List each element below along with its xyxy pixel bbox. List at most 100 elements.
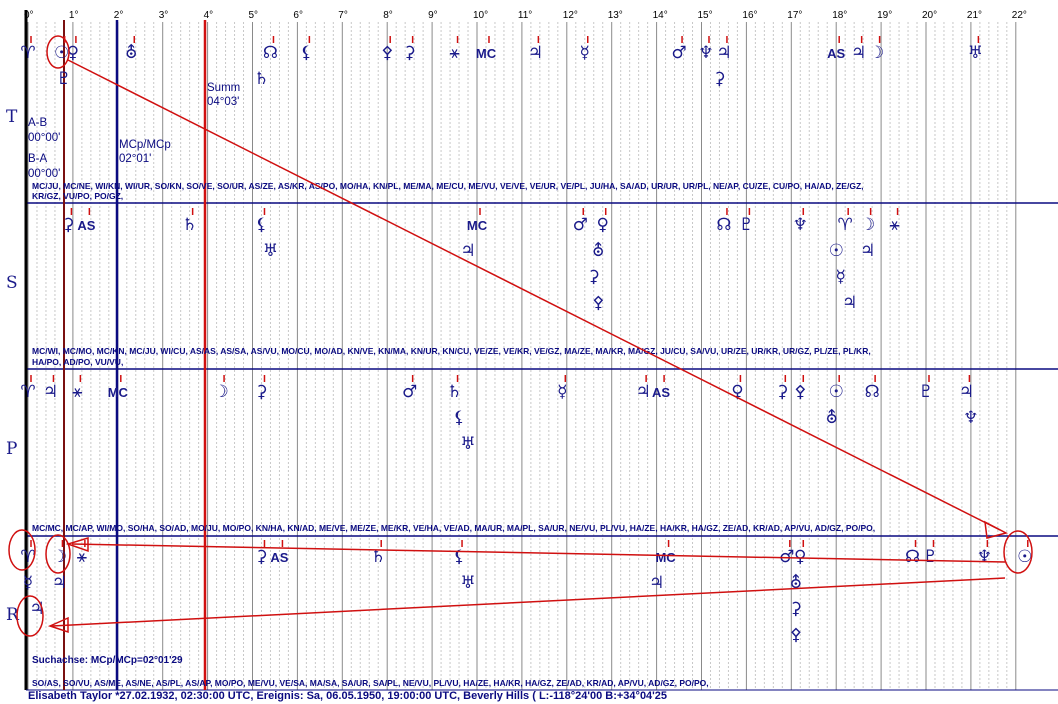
row-label-s: S	[6, 273, 18, 293]
planet-glyph: ⚳	[713, 69, 725, 89]
degree-tick-label: 2°	[114, 10, 124, 21]
ba-label: B-A	[28, 153, 48, 165]
summ-label: Summ	[207, 82, 240, 94]
planet-glyph: ⚳	[776, 382, 788, 402]
planet-glyph: ☽	[860, 215, 875, 235]
row-label-p: P	[6, 439, 17, 459]
degree-tick-label: 6°	[293, 10, 303, 21]
planet-glyph: ♄	[182, 215, 197, 235]
planet-glyph: ♅	[460, 434, 475, 454]
degree-tick-label: 11°	[518, 10, 532, 21]
planet-glyph: ♀	[731, 382, 743, 402]
planet-glyph: ♀	[596, 215, 608, 235]
arrow-head-jupiter	[47, 616, 69, 634]
planet-glyph: MC	[476, 46, 497, 61]
planet-glyph: ♆	[698, 43, 713, 63]
circle-sun-r	[1003, 530, 1033, 574]
aspects-s-line2: HA/PO, AD/PO, VU/VU,	[32, 357, 123, 367]
planet-glyph: ⚸	[300, 43, 312, 63]
planet-glyph: ♃	[860, 241, 875, 261]
planet-glyph: AS	[77, 218, 95, 233]
planet-glyph: ⛢	[125, 43, 137, 63]
planet-glyph: ♇	[918, 382, 933, 402]
planet-glyph: ♇	[56, 69, 71, 89]
arrow-line-jupiter	[51, 577, 1006, 627]
planet-glyph: ⚸	[453, 408, 465, 428]
planet-glyph: ♈	[20, 547, 35, 567]
planet-glyph: ♆	[977, 547, 992, 567]
planet-glyph: ☿	[835, 267, 845, 287]
circle-aries-r	[8, 529, 36, 571]
degree-tick-label: 20°	[922, 10, 937, 21]
planet-glyph: ♀	[794, 547, 806, 567]
planet-glyph: ☉	[829, 241, 844, 261]
degree-tick-label: 14°	[653, 10, 668, 21]
planet-glyph: ♂	[573, 215, 588, 235]
planet-glyph: ♃	[959, 382, 974, 402]
degree-tick-label: 3°	[159, 10, 169, 21]
aspects-t-line2: KR/GZ, VU/PO, PO/GZ,	[32, 191, 123, 201]
mcp-value: 02°01'	[119, 153, 151, 165]
planet-glyph: ♅	[263, 241, 278, 261]
planet-glyph: ♆	[793, 215, 808, 235]
degree-tick-label: 5°	[249, 10, 259, 21]
aspects-r-line1: SO/AS, SO/VU, AS/ME, AS/NE, AS/PL, AS/AP…	[32, 678, 709, 688]
ab-label: A-B	[28, 117, 48, 129]
planet-glyph: ☽	[869, 43, 884, 63]
planet-glyph: ☊	[905, 547, 920, 567]
planet-glyph: ☉	[829, 382, 844, 402]
degree-tick-label: 9°	[428, 10, 438, 21]
circle-moon-r	[45, 534, 71, 574]
planet-glyph: ♈	[20, 382, 35, 402]
planet-glyph: AS	[827, 46, 845, 61]
planet-glyph: ♃	[43, 382, 58, 402]
arrow-head-moon	[65, 536, 89, 553]
planet-glyph: ⚳	[403, 43, 415, 63]
planet-glyph: ☿	[23, 573, 33, 593]
row-label-t: T	[6, 107, 18, 127]
degree-tick-label: 13°	[608, 10, 623, 21]
aspects-s-line1: MC/WI, MC/MO, MC/KN, MC/JU, WI/CU, AS/AS…	[32, 346, 871, 356]
planet-glyph: ♂	[402, 382, 417, 402]
planet-glyph: MC	[655, 550, 676, 565]
planet-glyph: ⚸	[453, 547, 465, 567]
planet-glyph: ⚹	[72, 382, 82, 402]
search-axis-label: Suchachse: MCp/MCp=02°01'29	[32, 655, 183, 666]
planet-glyph: ♆	[963, 408, 978, 428]
planet-glyph: ☊	[263, 43, 278, 63]
planet-glyph: ♃	[52, 573, 67, 593]
planet-glyph: ♈	[838, 215, 853, 235]
planet-glyph: ⛢	[592, 241, 604, 261]
arrow-line-moon	[71, 543, 1006, 563]
planet-glyph: ☊	[716, 215, 731, 235]
arrow-head-sun	[984, 520, 1009, 539]
degree-tick-label: 12°	[563, 10, 578, 21]
planet-glyph: ♇	[923, 547, 938, 567]
circle-jupiter-r	[16, 595, 44, 637]
degree-tick-label: 10°	[473, 10, 488, 21]
circle-sun-t	[46, 35, 70, 69]
planet-glyph: ♃	[649, 573, 664, 593]
planet-glyph: ♃	[716, 43, 731, 63]
summ-value: 04°03'	[207, 96, 239, 108]
planet-glyph: ⚳	[588, 267, 600, 287]
degree-tick-label: 16°	[742, 10, 757, 21]
degree-tick-label: 18°	[832, 10, 847, 21]
planet-glyph: ⚴	[794, 382, 806, 402]
planet-glyph: ☿	[580, 43, 590, 63]
planet-glyph: ♃	[636, 382, 651, 402]
planet-glyph: ♄	[371, 547, 386, 567]
planet-glyph: MC	[467, 218, 488, 233]
ba-value: 00°00'	[28, 168, 60, 180]
planet-glyph: ⚴	[381, 43, 393, 63]
planet-glyph: ♂	[779, 547, 794, 567]
planet-glyph: ⚹	[449, 43, 459, 63]
degree-tick-label: 1°	[69, 10, 79, 21]
planet-glyph: ☉	[54, 43, 69, 63]
planet-glyphs: ♈ ☉♀♇⛢ ☊ ⚸♄⚴ ⚳ ⚹ MC ♃ ☿ ♂ ♆ ♃⚳AS ♃ ☽ ♅⚳ AS ♄ ⚸♅MC♃♂ ♀⛢⚳⚴☊ ♇…	[20, 36, 1032, 645]
planet-glyph: ⚹	[77, 547, 87, 567]
arrow-line-sun	[67, 59, 1001, 531]
aspects-t-line1: MC/JU, MC/NE, WI/KN, WI/UR, SO/KN, SO/VE…	[32, 181, 864, 191]
degree-tick-label: 15°	[698, 10, 713, 21]
